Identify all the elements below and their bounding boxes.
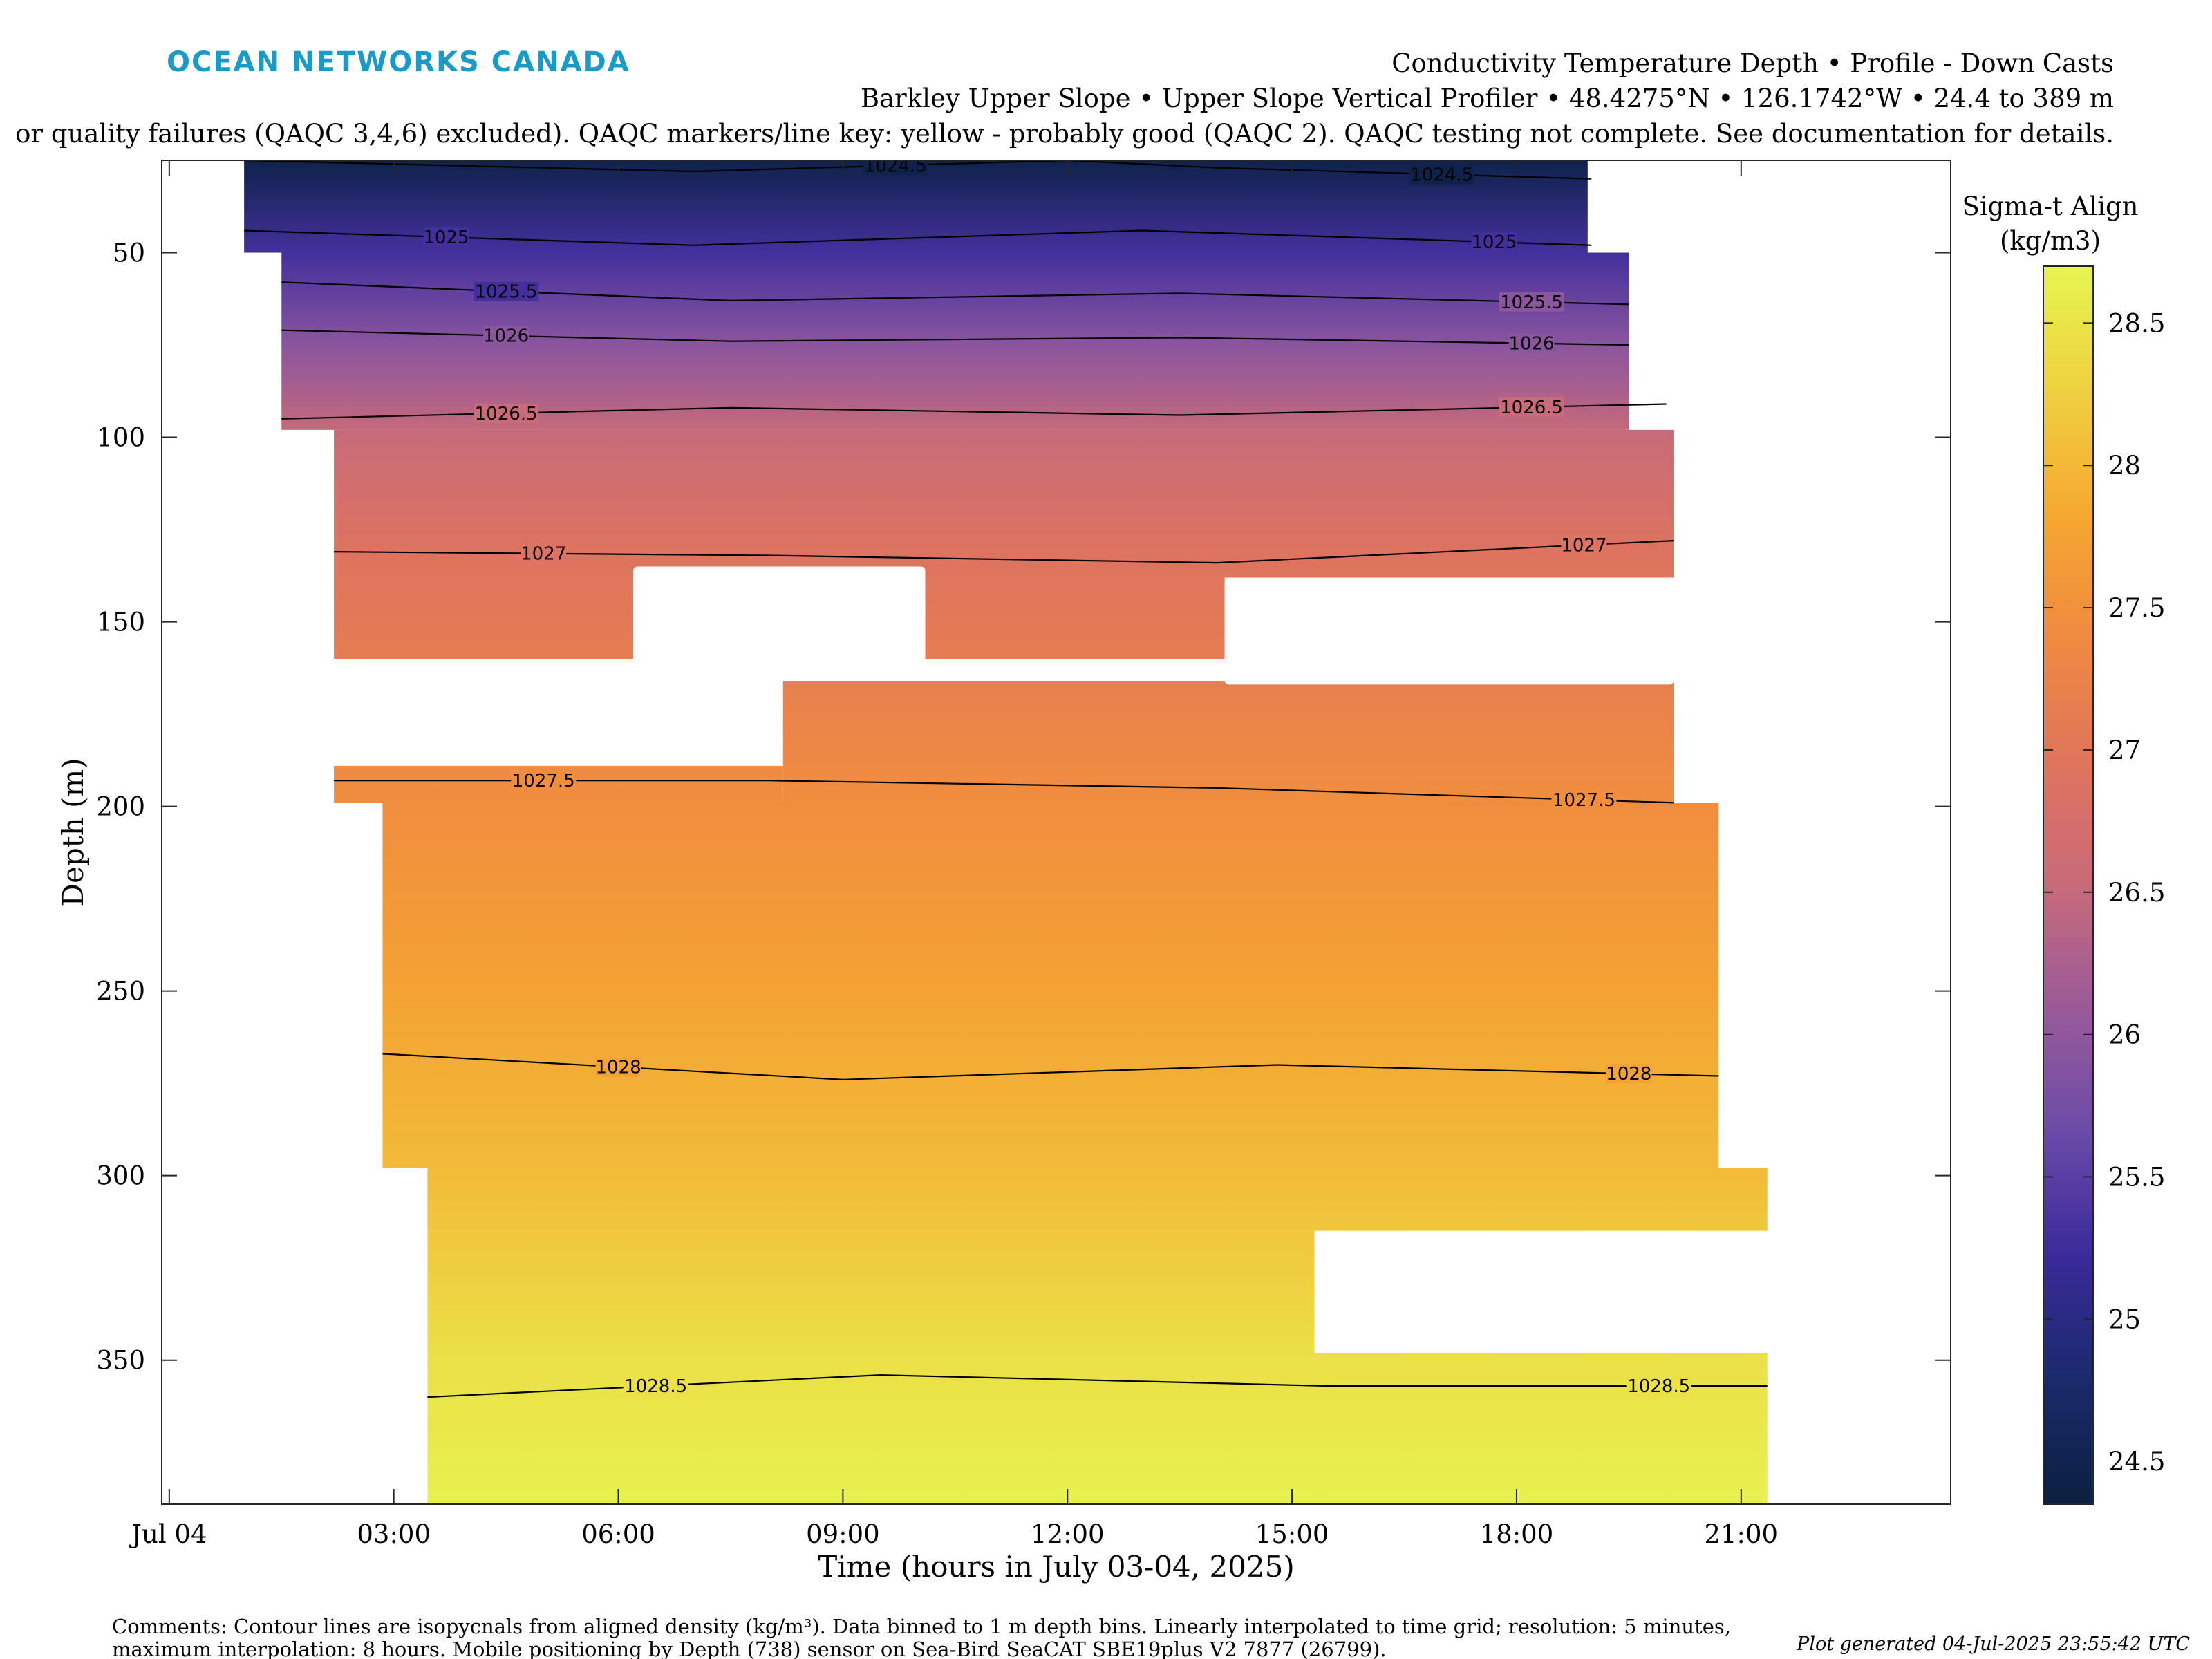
contour-label: 1028 xyxy=(595,1058,641,1078)
contour-label: 1027.5 xyxy=(512,771,575,791)
contour-label-background xyxy=(1499,292,1564,312)
contour-label: 1028.5 xyxy=(1627,1376,1690,1397)
contour-label-background xyxy=(1561,535,1607,555)
y-tick-label: 350 xyxy=(96,1346,145,1376)
contour-label: 1027 xyxy=(1561,535,1606,556)
data-coverage-block xyxy=(427,1230,1315,1353)
title-line-3: or quality failures (QAQC 3,4,6) exclude… xyxy=(15,119,2114,149)
y-tick-label: 100 xyxy=(96,423,145,453)
data-coverage-block xyxy=(427,1168,1768,1231)
colorbar-unit: (kg/m3) xyxy=(2000,226,2101,256)
x-tick-label: 03:00 xyxy=(357,1519,431,1549)
x-axis-label: Time (hours in July 03-04, 2025) xyxy=(818,1550,1295,1584)
contour-label-background xyxy=(1409,165,1474,185)
y-tick-label: 250 xyxy=(96,977,145,1006)
contour-label: 1025 xyxy=(1471,232,1517,253)
x-tick-label: 12:00 xyxy=(1031,1519,1105,1549)
data-coverage-block xyxy=(427,1353,1768,1504)
contour-label-background xyxy=(483,326,529,346)
comments-line-1: Comments: Contour lines are isopycnals f… xyxy=(112,1615,1731,1638)
data-coverage-block xyxy=(334,577,634,659)
contour-label: 1028.5 xyxy=(624,1376,687,1397)
y-tick-label: 200 xyxy=(96,792,145,822)
contour-label-background xyxy=(1471,232,1517,252)
contour-label: 1025.5 xyxy=(475,282,538,303)
contour-label-background xyxy=(474,281,539,301)
x-tick-label: 09:00 xyxy=(806,1519,880,1549)
contour-label: 1026.5 xyxy=(475,404,538,424)
data-coverage-block xyxy=(925,577,1225,659)
comments-line-2: maximum interpolation: 8 hours. Mobile p… xyxy=(112,1638,1387,1659)
data-gap xyxy=(633,566,926,659)
title-line-2: Barkley Upper Slope • Upper Slope Vertic… xyxy=(861,84,2114,113)
colorbar-title: Sigma-t Align xyxy=(1962,191,2138,221)
plot-generated-stamp: Plot generated 04-Jul-2025 23:55:42 UTC xyxy=(1796,1633,2190,1655)
colorbar-tick-label: 26.5 xyxy=(2108,878,2165,908)
contour-label: 1027 xyxy=(521,544,566,565)
y-tick-label: 50 xyxy=(113,238,145,268)
data-coverage-block xyxy=(382,803,1719,1168)
contour-label: 1026 xyxy=(1509,334,1555,355)
contour-label: 1026 xyxy=(483,326,529,347)
y-tick-label: 150 xyxy=(96,608,145,637)
x-tick-label: 21:00 xyxy=(1704,1519,1778,1549)
title-line-1: Conductivity Temperature Depth • Profile… xyxy=(1391,48,2114,78)
contour-label-background xyxy=(1551,790,1617,810)
x-tick-label: 06:00 xyxy=(581,1519,655,1549)
colorbar-tick-label: 28.5 xyxy=(2108,308,2165,338)
data-gap xyxy=(1314,1230,1768,1353)
isopycnal-line xyxy=(244,160,1592,180)
colorbar-tick-label: 26 xyxy=(2108,1020,2141,1050)
logo: OCEAN NETWORKS CANADA xyxy=(167,46,630,78)
y-axis-label: Depth (m) xyxy=(56,758,90,906)
x-tick-label: 18:00 xyxy=(1480,1519,1554,1549)
data-gap xyxy=(1224,581,1674,685)
contour-label-background xyxy=(1508,333,1555,353)
contour-label-background xyxy=(595,1057,641,1077)
contour-label: 1027.5 xyxy=(1553,790,1615,811)
plot-frame xyxy=(161,160,1951,1505)
x-tick-label: Jul 04 xyxy=(129,1519,207,1549)
x-tick-label: 15:00 xyxy=(1255,1519,1329,1549)
colorbar-tick-label: 25 xyxy=(2108,1304,2141,1334)
colorbar: Sigma-t Align (kg/m3) 24.5 25 25.5 26 26.5 27… xyxy=(1962,191,2165,1505)
contour-label: 1025.5 xyxy=(1500,292,1563,313)
colorbar-tick-label: 25.5 xyxy=(2108,1163,2165,1192)
contour-label-background xyxy=(1626,1376,1691,1396)
contour-label-background xyxy=(863,160,928,176)
data-coverage-block xyxy=(782,681,1674,803)
contour-label-background xyxy=(474,403,539,423)
y-tick-label: 300 xyxy=(96,1161,145,1191)
colorbar-tick-label: 28 xyxy=(2108,451,2141,480)
contour-label: 1025 xyxy=(423,227,469,248)
contour-label: 1028 xyxy=(1606,1064,1651,1085)
contour-label-background xyxy=(423,227,469,247)
contour-label-background xyxy=(623,1376,688,1396)
colorbar-scale xyxy=(2043,265,2094,1505)
contour-label-background xyxy=(1606,1064,1652,1084)
colorbar-tick-label: 27 xyxy=(2108,735,2141,765)
contour-label: 1026.5 xyxy=(1500,397,1563,418)
colorbar-tick-label: 27.5 xyxy=(2108,593,2165,623)
contour-label-background xyxy=(521,543,567,563)
colorbar-tick-label: 24.5 xyxy=(2108,1447,2165,1477)
contour-label-background xyxy=(511,771,577,791)
contour-label: 1024.5 xyxy=(864,156,927,176)
contour-label-background xyxy=(1499,397,1564,417)
contour-label: 1024.5 xyxy=(1410,165,1473,185)
plot-area: 1024.5 1024.5 1025 1025 1025.5 1025.5 1026 1026… xyxy=(96,156,1951,1549)
